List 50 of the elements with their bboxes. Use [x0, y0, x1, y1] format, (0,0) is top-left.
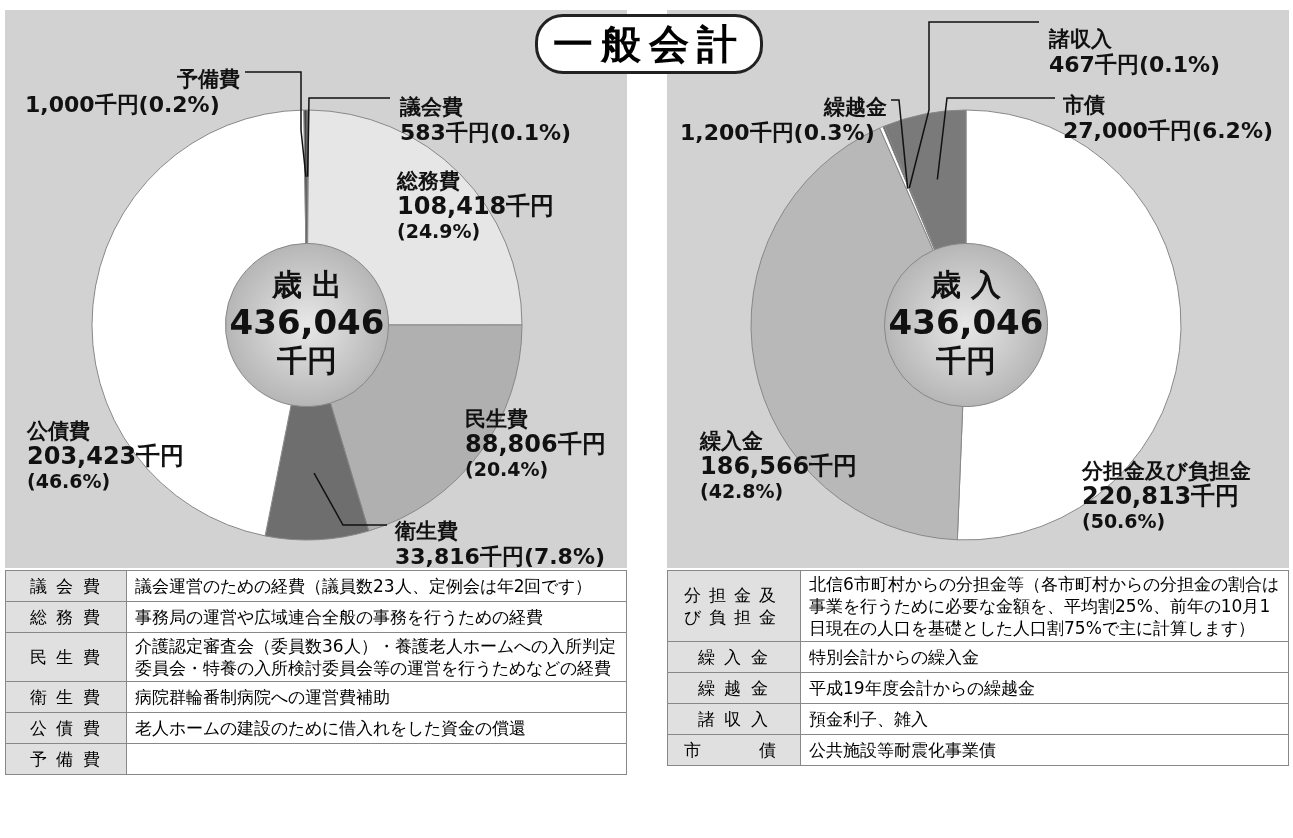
slice-label: 民生費	[465, 406, 528, 431]
data-label: 203,423千円(46.6%)	[27, 442, 185, 493]
category-label: 公 債 費	[5, 712, 127, 744]
category-label: 予 備 費	[5, 743, 127, 775]
text: 千円	[935, 342, 996, 378]
data-label: 1,200千円(0.3%)	[680, 119, 875, 145]
slice-label: 分担金及び負担金	[1081, 458, 1251, 483]
text: 介護認定審査会（委員数36人）・養護老人ホームへの入所判定委員会・特養の入所検討委員会等の運営を行うためなどの経費	[126, 632, 627, 682]
data-label: 220,813千円(50.6%)	[1082, 482, 1240, 533]
slice-label: 公債費	[26, 418, 90, 443]
category-label: 議 会 費	[5, 570, 127, 602]
text: 436,046	[888, 301, 1044, 342]
data-label: 27,000千円(6.2%)	[1063, 117, 1274, 143]
text: 事務局の運営や広域連合全般の事務を行うための経費	[126, 601, 627, 633]
text: 千円	[276, 342, 337, 378]
category-label: 市 債	[667, 734, 801, 766]
category-label: 繰 越 金	[667, 672, 801, 704]
slice-label: 議会費	[399, 94, 463, 119]
text: 歳 出	[270, 266, 343, 302]
text: 436,046	[229, 301, 385, 342]
text: 北信6市町村からの分担金等（各市町村からの分担金の割合は事業を行うために必要な金額を、平均割25%、前年の10月1日現在の人口を基礎とした人口割75%で主に計算します）	[800, 570, 1289, 642]
category-label: 民 生 費	[5, 632, 127, 682]
text: 歳 入	[929, 266, 1003, 302]
slice-label: 繰入金	[699, 428, 763, 453]
slice-label: 繰越金	[823, 94, 887, 119]
text: 預金利子、雑入	[800, 703, 1289, 735]
text: 老人ホームの建設のために借入れをした資金の償還	[126, 712, 627, 744]
text: 議会運営のための経費（議員数23人、定例会は年2回です）	[126, 570, 627, 602]
slice-label: 総務費	[396, 168, 460, 193]
text: 平成19年度会計からの繰越金	[800, 672, 1289, 704]
category-label: 分担金及び負担金	[667, 570, 801, 642]
data-label: 108,418千円(24.9%)	[397, 192, 555, 243]
text: 特別会計からの繰入金	[800, 641, 1289, 673]
category-label: 衛 生 費	[5, 681, 127, 713]
slice-label: 衛生費	[394, 518, 458, 543]
category-label: 総 務 費	[5, 601, 127, 633]
slice-label: 予備費	[176, 66, 240, 91]
chart-title: 一般会計	[535, 14, 763, 74]
data-label: 186,566千円(42.8%)	[700, 452, 858, 503]
text: 公共施設等耐震化事業債	[800, 734, 1289, 766]
data-label: 88,806千円(20.4%)	[465, 430, 606, 481]
text: 病院群輪番制病院への運営費補助	[126, 681, 627, 713]
data-label: 583千円(0.1%)	[400, 119, 572, 145]
data-label: 467千円(0.1%)	[1049, 51, 1221, 77]
slice-label: 諸収入	[1048, 26, 1113, 51]
slice-label: 市債	[1062, 92, 1105, 117]
category-label: 繰 入 金	[667, 641, 801, 673]
category-label: 諸 収 入	[667, 703, 801, 735]
data-label: 1,000千円(0.2%)	[25, 91, 220, 117]
data-label: 33,816千円(7.8%)	[395, 543, 606, 569]
